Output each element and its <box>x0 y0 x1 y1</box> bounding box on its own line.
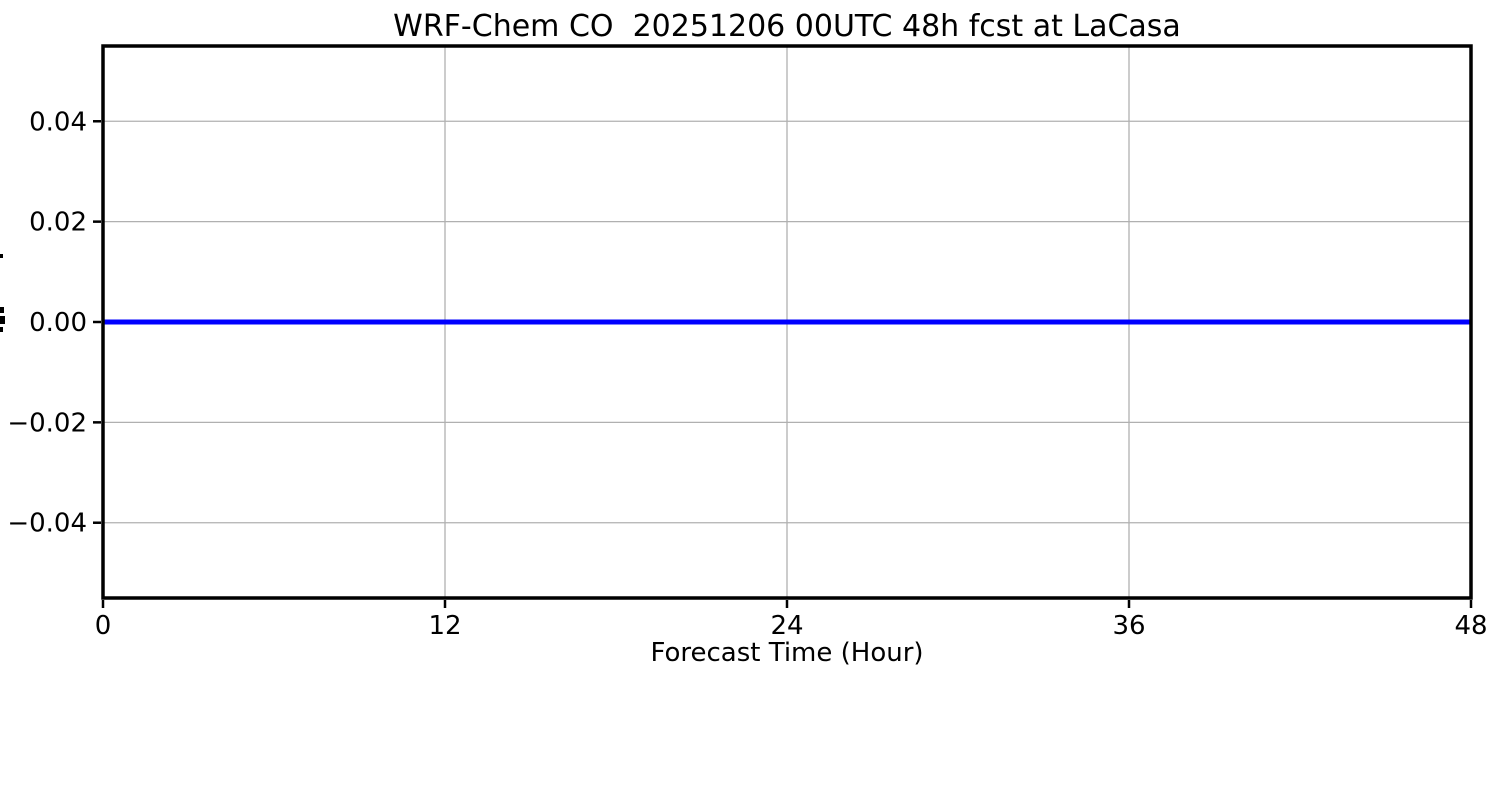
chart-title: WRF-Chem CO 20251206 00UTC 48h fcst at L… <box>393 9 1181 44</box>
axes-spines <box>101 44 1473 600</box>
x-axis-label: Forecast Time (Hour) <box>650 638 924 668</box>
clipped-ylabel-fragment <box>0 254 3 258</box>
y-tick-label: −0.02 <box>7 408 87 438</box>
x-tick-label: 0 <box>95 611 112 641</box>
x-tick-label: 24 <box>770 611 803 641</box>
y-tick-label: 0.02 <box>29 208 87 238</box>
clipped-ylabel-fragment <box>0 327 3 332</box>
x-tick-label: 48 <box>1454 611 1487 641</box>
y-tick-label: 0.00 <box>29 308 87 338</box>
y-tick-label: −0.04 <box>7 509 87 539</box>
x-tick-label: 36 <box>1112 611 1145 641</box>
x-tick-label: 12 <box>428 611 461 641</box>
clipped-ylabel-fragment <box>0 316 5 324</box>
y-tick-label: 0.04 <box>29 107 87 137</box>
clipped-ylabel-fragment <box>0 307 4 313</box>
